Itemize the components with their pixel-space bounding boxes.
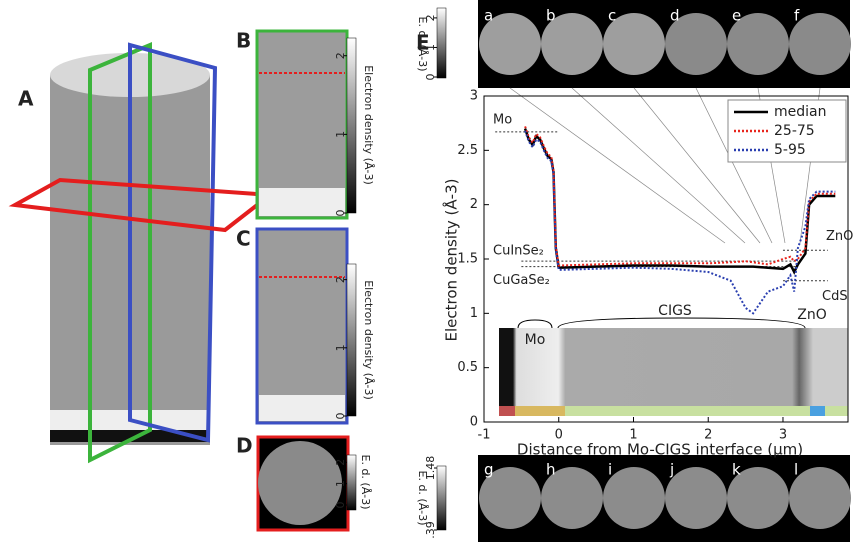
colorbar-label: Electron density (Å-3) (362, 65, 375, 185)
reference-label: Mo (493, 112, 512, 127)
colorbar-tick-label: 1.48 (424, 456, 437, 481)
panel-d-image (258, 441, 342, 525)
reference-label: ZnO (826, 229, 853, 244)
colorbar-tick-label: 0 (334, 413, 347, 420)
colorbar-tick-label: 2 (334, 276, 347, 283)
strip-label: c (608, 7, 616, 25)
brace (558, 318, 805, 328)
colorbar-tick-label: 2 (334, 52, 347, 59)
colorbar (347, 264, 356, 416)
y-tick-label: 2.5 (457, 143, 478, 158)
panel-a-render (15, 45, 270, 460)
strip-image (603, 467, 665, 529)
strip-image (665, 467, 727, 529)
strip-label: a (484, 7, 493, 25)
inset-layer-bar (810, 406, 825, 416)
colorbar (347, 38, 356, 213)
inset-label: CIGS (658, 303, 692, 319)
y-tick-label: 2 (470, 197, 478, 212)
y-tick-label: 3 (470, 89, 478, 104)
panel-label: A (18, 87, 34, 111)
brace (518, 320, 552, 328)
colorbar-label: E. d. (Å-3) (359, 455, 372, 510)
y-tick-label: 1 (470, 306, 478, 321)
colorbar (437, 466, 446, 530)
panel-label: C (236, 227, 251, 251)
x-axis-label: Distance from Mo-CIGS interface (µm) (517, 441, 803, 459)
legend-label: 25-75 (774, 123, 815, 139)
strip-label: g (484, 461, 494, 479)
inset-image (499, 328, 848, 406)
strip-label: f (794, 7, 800, 25)
panel-c-image (257, 229, 347, 423)
colorbar (437, 8, 446, 78)
legend-label: 5-95 (774, 142, 806, 158)
x-tick-label: -1 (478, 428, 491, 443)
colorbar-tick-label: 1 (424, 44, 437, 51)
colorbar-label: Electron density (Å-3) (362, 280, 375, 400)
strip-label: i (608, 461, 612, 479)
colorbar-tick-label: 0 (334, 502, 347, 509)
reference-label: CuInSe₂ (493, 244, 544, 259)
colorbar-tick-label: 1 (334, 131, 347, 138)
panel-label: D (236, 434, 253, 458)
colorbar-tick-label: 0 (334, 210, 347, 217)
panel-label: B (236, 29, 251, 53)
strip-label: k (732, 461, 741, 479)
inset-label: Mo (525, 332, 546, 348)
strip-label: j (669, 461, 674, 479)
colorbar-tick-label: .39 (424, 521, 437, 539)
inset-label: ZnO (797, 307, 826, 323)
y-tick-label: 0.5 (457, 360, 478, 375)
figure: ABCDEElectron density (Å-3)012Electron d… (0, 0, 858, 542)
colorbar-tick-label: 0 (424, 74, 437, 81)
colorbar-tick-label: 2 (424, 14, 437, 21)
strip-label: d (670, 7, 680, 25)
strip-image (789, 467, 851, 529)
y-axis-label: Electron density (Å-3) (442, 179, 461, 342)
colorbar-tick-label: 1 (334, 480, 347, 487)
reference-label: CuGaSe₂ (493, 273, 550, 288)
colorbar-tick-label: 2 (334, 459, 347, 466)
strip-label: l (794, 461, 798, 479)
strip-label: h (546, 461, 556, 479)
strip-label: b (546, 7, 556, 25)
strip-label: e (732, 7, 741, 25)
colorbar-tick-label: 1 (334, 344, 347, 351)
inset-layer-bar (515, 406, 565, 416)
panel-b-image (259, 188, 345, 216)
reference-label: CdS (822, 289, 848, 304)
inset-layer-bar (499, 406, 515, 416)
colorbar (347, 455, 356, 510)
legend-label: median (774, 104, 826, 120)
panel-c-image (259, 395, 345, 421)
